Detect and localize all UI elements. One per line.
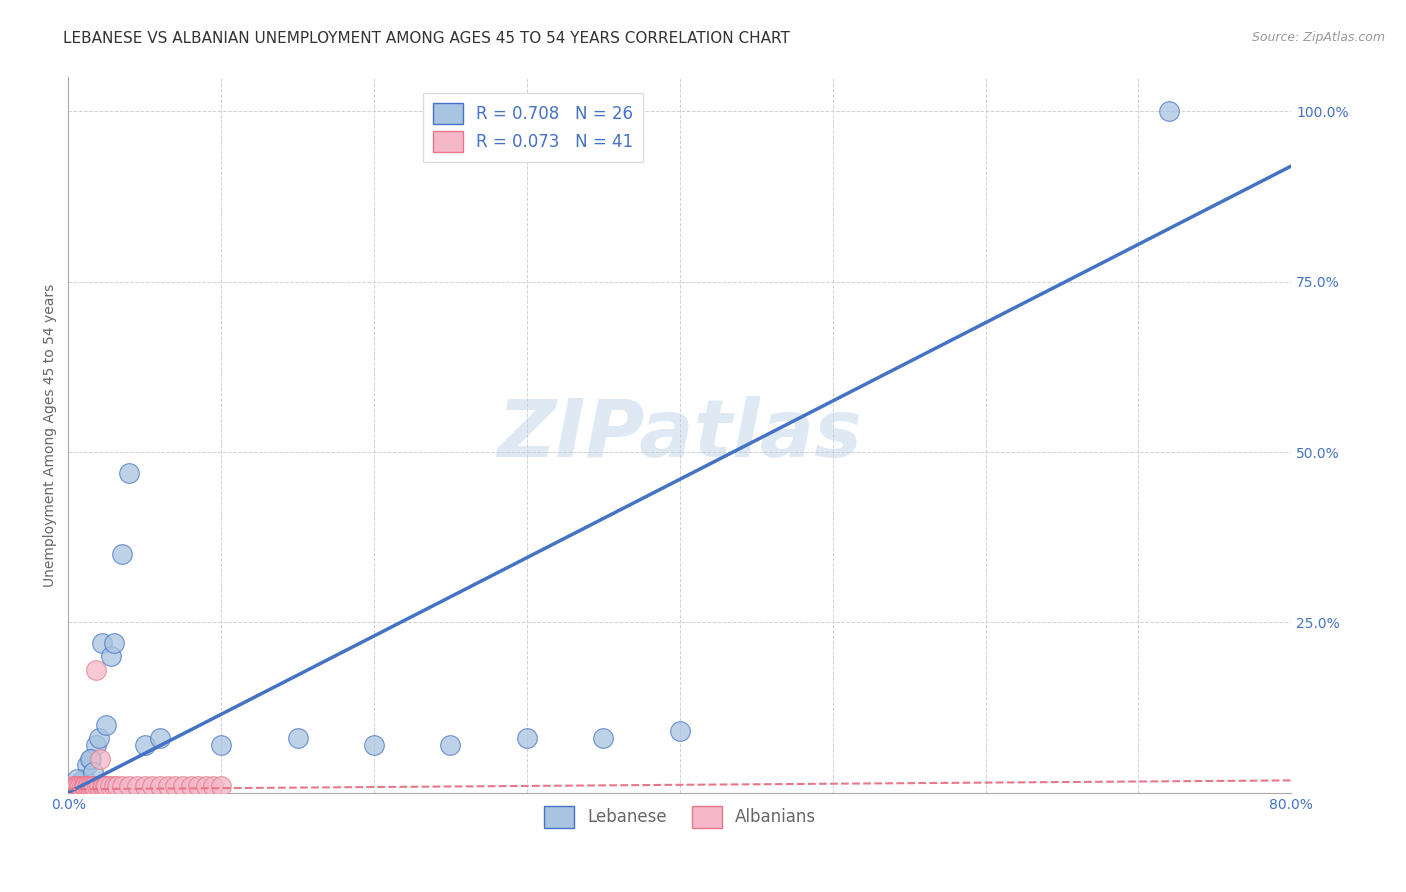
Point — [84, 738, 107, 752]
Point — [118, 466, 141, 480]
Point — [65, 779, 87, 793]
Point — [79, 779, 101, 793]
Point — [125, 779, 148, 793]
Point — [73, 779, 96, 793]
Point — [90, 779, 112, 793]
Point — [105, 779, 128, 793]
Point — [194, 779, 217, 793]
Point — [134, 779, 156, 793]
Point — [94, 779, 117, 793]
Point — [87, 779, 110, 793]
Point — [65, 779, 87, 793]
Point — [69, 779, 91, 793]
Y-axis label: Unemployment Among Ages 45 to 54 years: Unemployment Among Ages 45 to 54 years — [44, 284, 58, 587]
Point — [76, 779, 98, 793]
Point — [134, 738, 156, 752]
Point — [70, 779, 93, 793]
Point — [93, 779, 115, 793]
Point — [172, 779, 194, 793]
Point — [66, 772, 89, 786]
Point — [84, 663, 107, 677]
Point — [592, 731, 614, 746]
Point — [83, 779, 105, 793]
Point — [209, 738, 232, 752]
Point — [363, 738, 385, 752]
Point — [202, 779, 225, 793]
Point — [149, 731, 172, 746]
Point — [69, 775, 91, 789]
Point — [209, 779, 232, 793]
Point — [80, 779, 103, 793]
Point — [77, 779, 100, 793]
Point — [67, 779, 90, 793]
Point — [516, 731, 538, 746]
Point — [118, 779, 141, 793]
Point — [180, 779, 202, 793]
Point — [149, 779, 172, 793]
Point — [96, 779, 118, 793]
Point — [100, 649, 122, 664]
Point — [668, 724, 690, 739]
Point — [66, 779, 89, 793]
Point — [62, 779, 84, 793]
Point — [72, 779, 94, 793]
Point — [439, 738, 461, 752]
Point — [82, 779, 104, 793]
Point — [80, 751, 103, 765]
Point — [76, 758, 98, 772]
Point — [103, 636, 125, 650]
Point — [165, 779, 187, 793]
Point — [87, 731, 110, 746]
Point — [1157, 104, 1180, 119]
Point — [90, 636, 112, 650]
Point — [111, 547, 134, 561]
Point — [141, 779, 163, 793]
Point — [72, 779, 94, 793]
Point — [63, 779, 86, 793]
Point — [287, 731, 309, 746]
Point — [187, 779, 209, 793]
Point — [79, 751, 101, 765]
Text: Source: ZipAtlas.com: Source: ZipAtlas.com — [1251, 31, 1385, 45]
Legend: Lebanese, Albanians: Lebanese, Albanians — [537, 799, 823, 834]
Point — [82, 765, 104, 780]
Point — [89, 751, 111, 765]
Point — [98, 779, 121, 793]
Point — [111, 779, 134, 793]
Point — [72, 772, 94, 786]
Point — [96, 717, 118, 731]
Text: LEBANESE VS ALBANIAN UNEMPLOYMENT AMONG AGES 45 TO 54 YEARS CORRELATION CHART: LEBANESE VS ALBANIAN UNEMPLOYMENT AMONG … — [63, 31, 790, 46]
Point — [86, 779, 108, 793]
Point — [156, 779, 179, 793]
Text: ZIPatlas: ZIPatlas — [498, 396, 862, 474]
Point — [103, 779, 125, 793]
